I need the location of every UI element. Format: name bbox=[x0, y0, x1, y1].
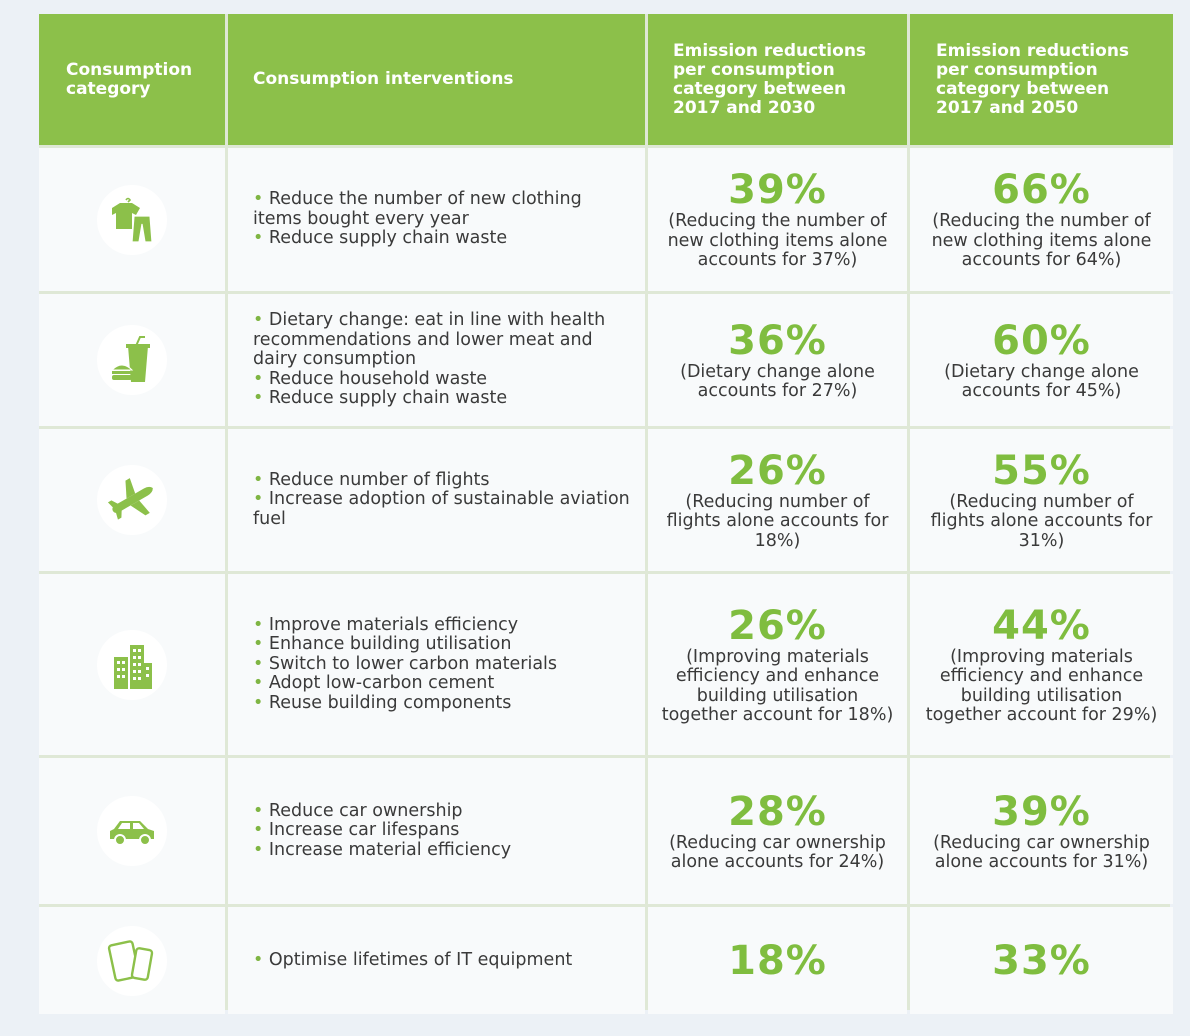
intervention-item: Reduce supply chain waste bbox=[253, 389, 635, 409]
interventions-cell: Improve materials efficiency Enhance bui… bbox=[228, 574, 645, 755]
reduction-2030-note: (Improving materials efficiency and enha… bbox=[661, 646, 894, 725]
reduction-2030-cell: 26% (Improving materials efficiency and … bbox=[648, 574, 907, 755]
reduction-2030-percent: 18% bbox=[728, 937, 827, 984]
header-reductions-2050: Emission reductions per consumption cate… bbox=[910, 14, 1173, 145]
interventions-cell: Optimise lifetimes of IT equipment bbox=[228, 907, 645, 1014]
icon-circle bbox=[97, 629, 167, 700]
icon-circle bbox=[97, 796, 167, 866]
airplane-icon bbox=[107, 478, 153, 520]
reduction-2050-note: (Reducing car ownership alone accounts f… bbox=[933, 832, 1150, 872]
header-col4-text: Emission reductions per consumption cate… bbox=[936, 40, 1130, 118]
reduction-2030-cell: 28% (Reducing car ownership alone accoun… bbox=[648, 758, 907, 904]
reduction-2030-note: (Dietary change alone accounts for 27%) bbox=[680, 361, 875, 401]
reduction-2030-cell: 36% (Dietary change alone accounts for 2… bbox=[648, 294, 907, 426]
intervention-item: Enhance building utilisation bbox=[253, 635, 635, 655]
reduction-2050-percent: 39% bbox=[992, 788, 1091, 835]
interventions-list: Reduce number of flights Increase adopti… bbox=[253, 470, 635, 530]
emissions-table: Consumption category Consumption interve… bbox=[39, 14, 1173, 1014]
reduction-2030-cell: 26% (Reducing number of flights alone ac… bbox=[648, 429, 907, 571]
icon-circle bbox=[97, 184, 167, 255]
interventions-cell: Dietary change: eat in line with health … bbox=[228, 294, 645, 426]
reduction-2030-cell: 18% bbox=[648, 907, 907, 1014]
header-consumption-interventions: Consumption interventions bbox=[228, 14, 645, 145]
reduction-2050-cell: 66% (Reducing the number of new clothing… bbox=[910, 148, 1173, 291]
header-reductions-2030: Emission reductions per consumption cate… bbox=[648, 14, 907, 145]
intervention-item: Dietary change: eat in line with health … bbox=[253, 311, 635, 370]
interventions-list: Dietary change: eat in line with health … bbox=[253, 311, 635, 409]
intervention-item: Reuse building components bbox=[253, 693, 635, 714]
reduction-2050-cell: 55% (Reducing number of flights alone ac… bbox=[910, 429, 1173, 571]
reduction-2050-note: (Reducing the number of new clothing ite… bbox=[931, 211, 1152, 271]
reduction-2050-note: (Reducing number of flights alone accoun… bbox=[930, 491, 1153, 551]
reduction-2050-note: (Improving materials efficiency and enha… bbox=[925, 646, 1158, 725]
header-col3-text: Emission reductions per consumption cate… bbox=[673, 40, 867, 118]
car-icon bbox=[110, 821, 154, 846]
reduction-2030-percent: 26% bbox=[728, 447, 827, 494]
reduction-2050-percent: 60% bbox=[992, 317, 1091, 364]
reduction-2030-percent: 39% bbox=[728, 167, 827, 214]
reduction-2050-percent: 44% bbox=[992, 602, 1091, 649]
devices-icon bbox=[107, 939, 154, 982]
food-icon bbox=[110, 336, 150, 382]
reduction-2050-cell: 33% bbox=[910, 907, 1173, 1014]
intervention-item: Reduce number of flights bbox=[253, 470, 635, 491]
reduction-2050-cell: 44% (Improving materials efficiency and … bbox=[910, 574, 1173, 755]
category-cell-buildings bbox=[39, 574, 225, 755]
icon-circle bbox=[97, 465, 167, 535]
intervention-item: Switch to lower carbon materials bbox=[253, 654, 635, 675]
intervention-item: Increase material efficiency bbox=[253, 840, 635, 861]
category-cell-it-equipment bbox=[39, 907, 225, 1014]
clothing-icon bbox=[112, 197, 153, 243]
header-col2-text: Consumption interventions bbox=[253, 69, 514, 89]
reduction-2030-note: (Reducing number of flights alone accoun… bbox=[666, 491, 889, 551]
intervention-item: Increase car lifespans bbox=[253, 821, 635, 841]
reduction-2030-note: (Reducing the number of new clothing ite… bbox=[667, 211, 888, 271]
header-col1-text: Consumption category bbox=[66, 59, 193, 99]
reduction-2030-percent: 28% bbox=[728, 788, 827, 835]
category-cell-clothing bbox=[39, 148, 225, 291]
intervention-item: Improve materials efficiency bbox=[253, 615, 635, 636]
reduction-2030-percent: 26% bbox=[728, 602, 827, 649]
interventions-cell: Reduce car ownership Increase car lifesp… bbox=[228, 758, 645, 904]
reduction-2050-note: (Dietary change alone accounts for 45%) bbox=[944, 361, 1139, 401]
reduction-2050-cell: 60% (Dietary change alone accounts for 4… bbox=[910, 294, 1173, 426]
icon-circle bbox=[97, 325, 167, 395]
reduction-2050-percent: 55% bbox=[992, 447, 1091, 494]
category-cell-aviation bbox=[39, 429, 225, 571]
reduction-2030-percent: 36% bbox=[728, 317, 827, 364]
intervention-item: Reduce supply chain waste bbox=[253, 229, 635, 249]
reduction-2050-percent: 33% bbox=[992, 937, 1091, 984]
reduction-2030-note: (Reducing car ownership alone accounts f… bbox=[669, 832, 886, 872]
interventions-list: Reduce car ownership Increase car lifesp… bbox=[253, 801, 635, 861]
interventions-cell: Reduce number of flights Increase adopti… bbox=[228, 429, 645, 571]
intervention-item: Reduce car ownership bbox=[253, 801, 635, 822]
interventions-cell: Reduce the number of new clothing items … bbox=[228, 148, 645, 291]
interventions-list: Optimise lifetimes of IT equipment bbox=[253, 950, 635, 971]
intervention-item: Optimise lifetimes of IT equipment bbox=[253, 950, 635, 971]
interventions-list: Reduce the number of new clothing items … bbox=[253, 190, 635, 249]
intervention-item: Adopt low-carbon cement bbox=[253, 674, 635, 694]
icon-circle bbox=[97, 925, 167, 996]
reduction-2050-percent: 66% bbox=[992, 167, 1091, 214]
intervention-item: Increase adoption of sustainable aviatio… bbox=[253, 490, 635, 529]
header-consumption-category: Consumption category bbox=[39, 14, 225, 145]
intervention-item: Reduce household waste bbox=[253, 369, 635, 390]
interventions-list: Improve materials efficiency Enhance bui… bbox=[253, 615, 635, 714]
category-cell-car bbox=[39, 758, 225, 904]
reduction-2030-cell: 39% (Reducing the number of new clothing… bbox=[648, 148, 907, 291]
intervention-item: Reduce the number of new clothing items … bbox=[253, 190, 635, 229]
buildings-icon bbox=[114, 644, 152, 689]
reduction-2050-cell: 39% (Reducing car ownership alone accoun… bbox=[910, 758, 1173, 904]
category-cell-food bbox=[39, 294, 225, 426]
